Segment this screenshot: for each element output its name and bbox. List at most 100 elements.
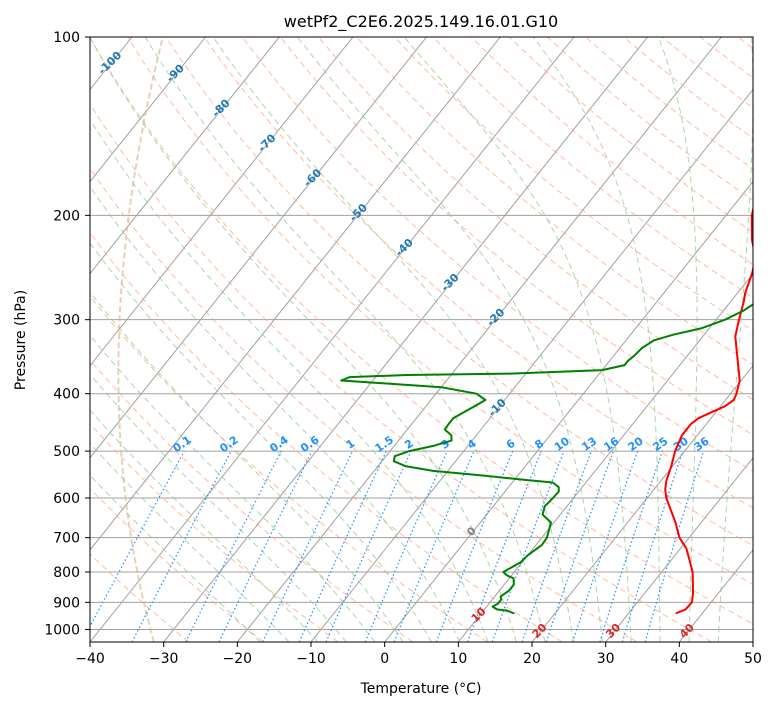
dry-adiabat-line xyxy=(318,37,753,401)
dry-adiabat-line xyxy=(356,37,753,366)
moist-adiabat-line xyxy=(90,185,461,642)
isotherm-line xyxy=(384,180,753,642)
dry-adiabat-line xyxy=(127,37,753,586)
isotherm-line xyxy=(90,37,354,367)
mixing-ratio-label: 1.5 xyxy=(373,433,396,455)
y-tick-label: 600 xyxy=(53,491,80,507)
mixing-ratio-line xyxy=(644,450,705,642)
dry-adiabat-line xyxy=(90,423,339,642)
moist-adiabat-line xyxy=(90,118,489,642)
mixing-ratio-line xyxy=(545,450,614,642)
mixing-ratio-label: 8 xyxy=(532,437,546,452)
dry-adiabat-line xyxy=(90,553,190,642)
isotherm-line xyxy=(605,457,753,642)
dry-adiabat-line xyxy=(90,167,638,642)
mixing-ratio-label: 0.4 xyxy=(267,433,291,455)
isotherm-line xyxy=(90,37,501,551)
mixing-ratio-line xyxy=(435,450,514,642)
isotherm-line xyxy=(310,88,753,642)
moist-adiabat-line xyxy=(658,37,698,642)
mixing-ratio-line xyxy=(325,450,412,642)
isotherm-line xyxy=(90,37,428,459)
dry-adiabat-line xyxy=(165,37,753,547)
dry-adiabat-line xyxy=(547,37,753,201)
y-tick-label: 1000 xyxy=(44,622,80,638)
dewpoint-profile xyxy=(340,303,753,615)
moist-adiabat-line xyxy=(90,474,261,642)
mixing-ratio-label: 0.6 xyxy=(298,433,322,455)
isotherm-line xyxy=(236,37,722,642)
moist-adiabat-line xyxy=(532,37,661,642)
moist-adiabat-line xyxy=(90,242,432,642)
isotherm-line xyxy=(678,549,753,642)
mixing-ratio-line xyxy=(218,450,313,642)
mixing-ratio-line xyxy=(491,450,565,642)
mixing-ratio-line xyxy=(521,450,592,642)
moist-adiabat-line xyxy=(403,37,632,642)
mixing-ratio-line xyxy=(572,450,639,642)
y-tick-label: 700 xyxy=(53,531,80,547)
moist-adiabat-line xyxy=(90,409,319,642)
isotherm-line xyxy=(163,37,649,642)
temperature-profile xyxy=(664,205,753,615)
dry-adiabat-line xyxy=(585,37,753,170)
dry-adiabat-line xyxy=(699,37,753,79)
moist-adiabat-line xyxy=(90,373,347,642)
isotherm-line xyxy=(457,272,753,642)
dry-adiabat-line xyxy=(90,487,264,642)
y-tick-label: 500 xyxy=(53,444,80,460)
moist-adiabat-line xyxy=(144,37,546,642)
profile-lines xyxy=(340,205,753,615)
dry-adiabat-line xyxy=(90,103,712,642)
moist-adiabat-line xyxy=(90,334,376,642)
background-lines xyxy=(90,37,753,642)
dry-adiabat-line xyxy=(90,295,488,642)
dry-adiabat-line xyxy=(203,37,753,509)
isotherm-line xyxy=(90,37,207,183)
x-axis: −40 −30 −20 −10 0 10 20 30 40 50 xyxy=(75,642,762,667)
moist-adiabat-line xyxy=(297,37,603,642)
y-axis: 100 200 300 400 500 600 700 800 900 1000 xyxy=(44,30,90,638)
mixing-ratio-label: 4 xyxy=(465,437,479,452)
dry-adiabat-line xyxy=(470,37,753,266)
moist-adiabat-line xyxy=(90,291,404,642)
y-tick-label: 200 xyxy=(53,208,80,224)
dry-adiabat-line xyxy=(394,37,753,332)
mixing-ratio-line xyxy=(90,450,185,628)
x-tick-label: −30 xyxy=(149,651,179,667)
y-tick-label: 800 xyxy=(53,565,80,581)
mixing-ratio-line xyxy=(621,450,684,642)
y-tick-label: 900 xyxy=(53,595,80,611)
x-tick-label: −20 xyxy=(223,651,253,667)
dry-adiabat-line xyxy=(90,37,753,625)
moist-adiabat-line xyxy=(212,37,575,642)
y-tick-label: 100 xyxy=(53,30,80,46)
x-tick-label: 10 xyxy=(449,651,467,667)
x-tick-label: 30 xyxy=(597,651,615,667)
x-tick-label: −40 xyxy=(75,651,105,667)
mixing-ratio-label: 0.1 xyxy=(171,433,194,455)
y-tick-label: 300 xyxy=(53,313,80,329)
mixing-ratio-line xyxy=(185,450,282,642)
dry-adiabat-line xyxy=(90,359,414,642)
moist-adiabat-line xyxy=(90,37,517,642)
x-tick-label: −10 xyxy=(296,651,326,667)
x-tick-label: 20 xyxy=(523,651,541,667)
reference-curve xyxy=(117,37,164,642)
mixing-ratio-line xyxy=(599,450,663,642)
x-tick-label: 40 xyxy=(670,651,688,667)
x-tick-label: 50 xyxy=(744,651,762,667)
dry-adiabat-line xyxy=(241,37,753,472)
mixing-ratio-line xyxy=(298,450,387,642)
mixing-ratio-line xyxy=(364,450,448,642)
mixing-ratio-line xyxy=(262,450,354,642)
moist-adiabat-line xyxy=(717,37,753,642)
x-axis-title: Temperature (°C) xyxy=(360,681,482,697)
isotherm-line xyxy=(752,641,753,642)
moist-adiabat-line xyxy=(90,442,290,642)
dry-adiabat-line xyxy=(90,231,563,642)
chart-title: wetPf2_C2E6.2025.149.16.01.G10 xyxy=(284,12,558,32)
isotherm-line xyxy=(90,37,280,275)
